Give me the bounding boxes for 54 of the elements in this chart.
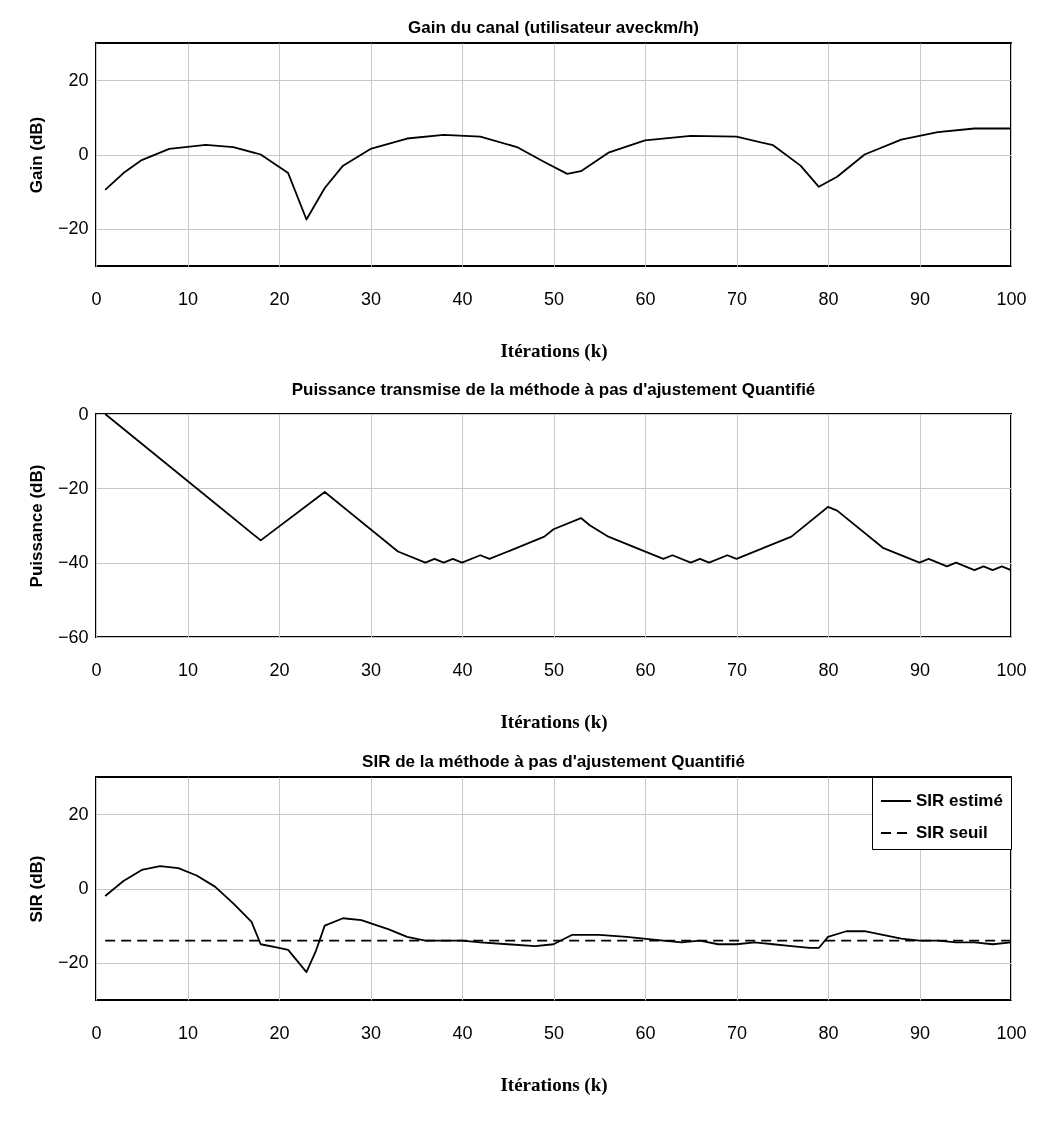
x-tick-label: 50 (543, 288, 565, 309)
y-tick-label: 20 (68, 69, 89, 90)
y-tick-label: 0 (78, 403, 89, 424)
x-tick-label: 80 (818, 1022, 839, 1043)
y-tick-label: −60 (57, 626, 89, 647)
y-tick-label: 0 (78, 878, 89, 898)
x-tick-label: 0 (91, 1022, 102, 1043)
x-tick-label: 20 (269, 288, 290, 309)
x-tick-label: 70 (726, 659, 748, 680)
x-tick-label: 70 (726, 1022, 748, 1043)
y-tick-label: 0 (78, 144, 89, 164)
x-tick-label: 90 (909, 1022, 931, 1043)
x-tick-label: 50 (543, 1022, 565, 1043)
y-tick-label: −40 (57, 552, 89, 573)
y-tick-label: −20 (57, 477, 89, 498)
x-tick-label: 0 (91, 288, 102, 309)
y-tick-label: 20 (68, 803, 89, 824)
x-tick-label: 90 (909, 659, 931, 680)
x-tick-label: 80 (818, 288, 839, 309)
x-tick-label: 0 (91, 659, 102, 680)
y-tick-label: −20 (57, 952, 89, 973)
x-axis-title: Itérations (k) (500, 1073, 608, 1096)
x-tick-label: 90 (909, 288, 931, 309)
x-tick-label: 20 (269, 659, 290, 680)
x-tick-label: 10 (177, 659, 199, 680)
x-tick-label: 30 (360, 1022, 382, 1043)
x-tick-label: 60 (635, 659, 656, 680)
x-tick-label: 10 (177, 1022, 199, 1043)
x-tick-label: 100 (996, 1022, 1027, 1043)
x-tick-label: 30 (360, 659, 382, 680)
y-axis-title: SIR (dB) (26, 855, 46, 923)
chart-title: SIR de la méthode à pas d'ajustement Quantifié (362, 751, 745, 771)
x-tick-label: 40 (452, 1022, 473, 1043)
chart-title: Gain du canal (utilisateur aveckm/h) (408, 18, 699, 37)
x-tick-label: 30 (360, 288, 382, 309)
legend-label: SIR estimé (916, 791, 1003, 810)
x-axis-title: Itérations (k) (500, 710, 608, 733)
x-tick-label: 50 (543, 659, 565, 680)
y-axis-title: Gain (dB) (26, 116, 46, 194)
x-tick-label: 80 (818, 659, 839, 680)
x-tick-label: 60 (635, 1022, 656, 1043)
x-tick-label: 40 (452, 288, 473, 309)
x-axis-title: Itérations (k) (500, 339, 608, 362)
x-tick-label: 100 (996, 659, 1027, 680)
legend-label: SIR seuil (916, 823, 988, 842)
x-tick-label: 60 (635, 288, 656, 309)
x-tick-label: 40 (452, 659, 473, 680)
chart-title: Puissance transmise de la méthode à pas d'ajustement Quantifié (291, 380, 816, 399)
y-tick-label: −20 (57, 218, 89, 239)
x-tick-label: 10 (177, 288, 199, 309)
x-tick-label: 70 (726, 288, 748, 309)
y-axis-title: Puissance (dB) (26, 464, 46, 588)
x-tick-label: 20 (269, 1022, 290, 1043)
x-tick-label: 100 (996, 288, 1027, 309)
